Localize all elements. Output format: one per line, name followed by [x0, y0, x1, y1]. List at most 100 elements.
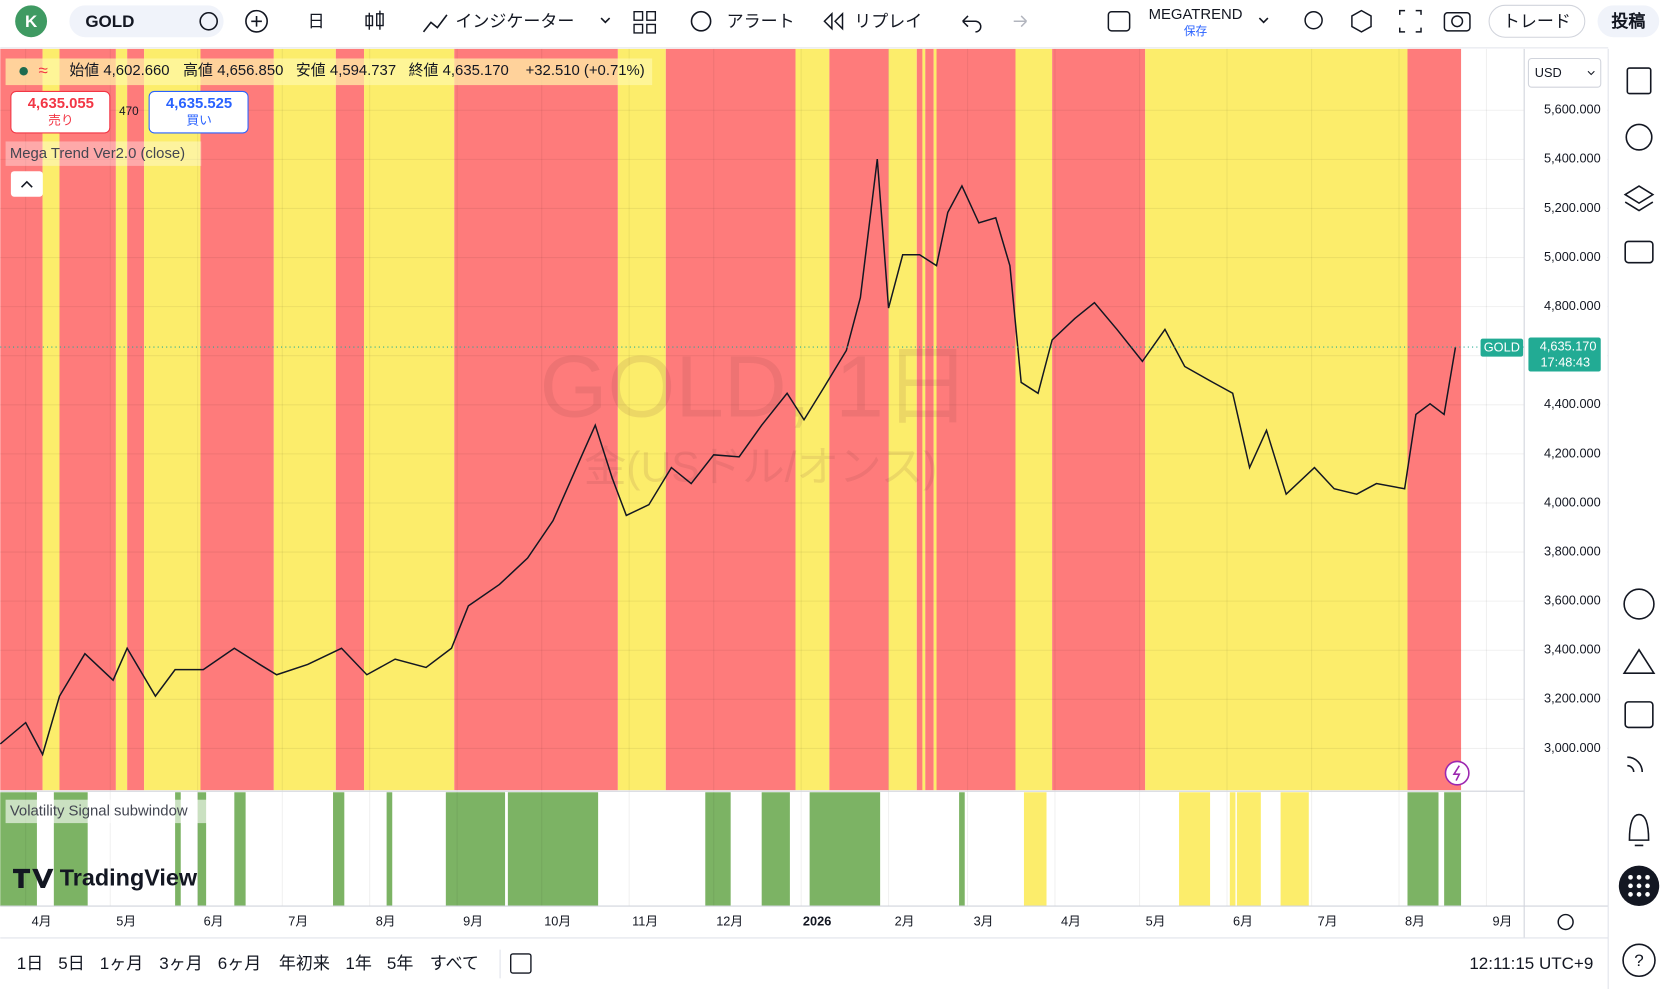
icon [1587, 70, 1595, 76]
buy-button[interactable] [148, 90, 249, 134]
regime-band [665, 48, 796, 791]
interval[interactable]: 日 [308, 12, 325, 31]
y-tick-label: 4,800.000 [1544, 298, 1601, 313]
range-bar: 1日 5日 1ヶ月 3ヶ月 6ヶ月 年初来 1年 5年 すべて [17, 954, 479, 973]
x-tick-label: 4月 [1061, 913, 1081, 928]
range-button[interactable]: 1ヶ月 [100, 954, 143, 973]
range-button[interactable]: 1年 [345, 954, 371, 973]
indicators-button[interactable]: インジケーター [455, 12, 574, 31]
signal-title: Volatility Signal subwindow [10, 803, 188, 819]
watchlist-icon[interactable] [1626, 67, 1652, 95]
redo[interactable] [1013, 15, 1028, 28]
avatar[interactable] [15, 5, 48, 38]
trade-button[interactable] [1488, 4, 1586, 38]
icon [1258, 17, 1269, 24]
watermark-sub: 金(USドル/オンス) [584, 443, 937, 491]
alerts-icon[interactable] [1625, 123, 1653, 151]
signal-band [1236, 792, 1261, 907]
collapse-button[interactable] [10, 171, 43, 197]
range-button[interactable]: 5年 [387, 954, 413, 973]
regime-band [1145, 48, 1408, 791]
regime-band [925, 48, 934, 791]
regime-band [1052, 48, 1146, 791]
regime-band [59, 48, 116, 791]
legend-label: 始値 [69, 62, 99, 79]
signal-band [705, 792, 731, 907]
x-tick-label: 5月 [1146, 913, 1166, 928]
y-tick-label: 5,200.000 [1544, 200, 1601, 215]
range-button[interactable]: すべて [430, 954, 479, 973]
alert-button[interactable]: アラート [727, 12, 795, 31]
symbol-search[interactable] [69, 5, 224, 38]
undo[interactable] [962, 15, 982, 33]
x-tick-label: 9月 [1492, 913, 1512, 928]
range-button[interactable]: 5日 [58, 954, 84, 973]
icon [199, 11, 219, 31]
layout-box[interactable] [1107, 10, 1131, 32]
regime-band [617, 48, 666, 791]
chart-type-icon[interactable] [365, 10, 384, 30]
add-icon[interactable] [245, 9, 268, 33]
axis-settings[interactable] [1557, 913, 1574, 931]
icon [1645, 874, 1650, 880]
x-tick-label: 9月 [463, 913, 483, 928]
regime-band [922, 48, 926, 791]
notification-icon[interactable] [1628, 813, 1650, 847]
x-tick-label: 12月 [716, 913, 743, 928]
countdown: 17:48:43 [1540, 354, 1590, 369]
y-axis-labels: 3,000.000 3,200.000 3,400.000 3,600.000 3,80… [1544, 102, 1601, 755]
layout-name[interactable]: MEGATREND [1149, 7, 1243, 23]
calendar-icon[interactable] [1624, 701, 1654, 729]
signal-band [333, 792, 345, 907]
help-icon[interactable] [1622, 943, 1656, 978]
icon [1645, 892, 1650, 897]
x-tick-label: 7月 [288, 913, 308, 928]
settings-icon[interactable] [1351, 9, 1372, 33]
publish-button[interactable] [1597, 5, 1660, 38]
goto-date[interactable] [510, 953, 532, 974]
snapshot-icon[interactable] [1443, 12, 1471, 32]
regime-band [916, 48, 923, 791]
buy-label: 買い [186, 113, 212, 128]
signals-icon[interactable] [1623, 588, 1655, 620]
search-icon[interactable] [1304, 10, 1323, 30]
currency-select[interactable] [1527, 57, 1602, 88]
regime-band [127, 48, 145, 791]
y-tick-label: 3,200.000 [1544, 691, 1601, 706]
sell-price: 4,635.055 [28, 96, 94, 112]
logo-mark [13, 868, 54, 888]
icon [1636, 883, 1642, 889]
fullscreen-icon[interactable] [1399, 9, 1422, 33]
lightning-icon[interactable] [1444, 760, 1470, 786]
legend-value: 4,602.660 [103, 63, 169, 79]
symbol-tag [1480, 338, 1524, 357]
x-tick-label: 7月 [1318, 913, 1338, 928]
icon [422, 14, 448, 33]
layout-save[interactable]: 保存 [1184, 24, 1208, 38]
sell-button[interactable] [10, 90, 111, 134]
icon [20, 180, 33, 188]
chat-icon[interactable] [1624, 240, 1654, 264]
regime-band [42, 48, 60, 791]
icon [1628, 883, 1633, 889]
ideas-icon[interactable] [1622, 648, 1656, 674]
stream-icon[interactable] [1627, 756, 1644, 773]
publish-label: 投稿 [1611, 11, 1645, 31]
indicator-name[interactable]: Mega Trend Ver2.0 (close) [10, 146, 185, 162]
replay-button[interactable]: リプレイ [854, 12, 922, 31]
regime-band [1015, 48, 1053, 791]
data-window-icon[interactable] [1623, 185, 1655, 212]
icon [690, 10, 712, 32]
range-button[interactable]: 6ヶ月 [218, 954, 261, 973]
range-button[interactable]: 1日 [17, 954, 43, 973]
y-tick-label: 5,600.000 [1544, 102, 1601, 117]
range-button[interactable]: 年初来 [279, 954, 330, 973]
grid-layer [0, 48, 1609, 907]
price-tag-label: 4,635.170 [1540, 338, 1597, 353]
x-tick-label: 4月 [32, 913, 52, 928]
layout-icon[interactable] [633, 11, 657, 34]
x-tick-label: 6月 [204, 913, 224, 928]
y-tick-label: 3,600.000 [1544, 593, 1601, 608]
signal-band [1444, 792, 1462, 907]
range-button[interactable]: 3ヶ月 [159, 954, 202, 973]
